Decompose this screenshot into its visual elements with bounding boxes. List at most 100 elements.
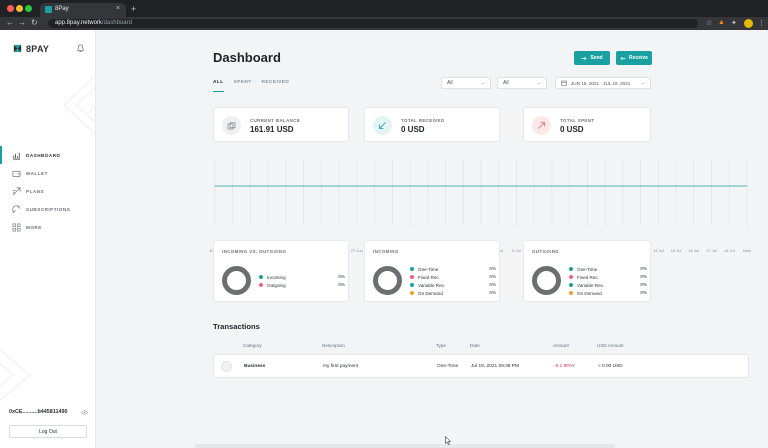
- browser-tab[interactable]: 8Pay ×: [40, 3, 126, 17]
- column-header[interactable]: USD Amount: [597, 343, 624, 348]
- minimize-window-button[interactable]: [16, 5, 23, 12]
- chart-point[interactable]: [587, 185, 588, 187]
- spent-icon: [538, 122, 545, 129]
- chart-point[interactable]: [569, 185, 571, 187]
- chart-point[interactable]: [356, 185, 358, 187]
- extensions-icon[interactable]: ✦: [731, 20, 737, 27]
- decorative-lines-bottom: [0, 349, 31, 400]
- chart-point[interactable]: [604, 185, 606, 187]
- chevron-down-icon: ⌄: [640, 80, 645, 86]
- column-header[interactable]: Description: [322, 343, 345, 348]
- chart-point[interactable]: [303, 185, 305, 187]
- stat-icon-bg: [222, 116, 241, 135]
- chart-point[interactable]: [657, 185, 659, 187]
- chart-point[interactable]: [693, 185, 695, 187]
- eye-icon[interactable]: [81, 409, 88, 416]
- browser-menu-icon[interactable]: ⋮: [758, 20, 765, 27]
- chart-point[interactable]: [551, 185, 553, 187]
- chart-point[interactable]: [480, 185, 482, 187]
- legend-pct: 0%: [489, 274, 496, 279]
- logo[interactable]: 8PAY: [12, 43, 49, 54]
- chart-point[interactable]: [409, 185, 411, 187]
- chart-point[interactable]: [391, 185, 393, 187]
- new-tab-button[interactable]: +: [131, 4, 137, 14]
- chart-point[interactable]: [338, 185, 340, 187]
- forward-icon[interactable]: →: [18, 18, 26, 27]
- chart-point[interactable]: [214, 185, 216, 187]
- url-path: /dashboard: [101, 20, 132, 26]
- chart-point[interactable]: [516, 185, 517, 187]
- tab-close-icon[interactable]: ×: [115, 5, 120, 12]
- legend-dot: [259, 283, 263, 287]
- chart-point[interactable]: [728, 185, 730, 187]
- date-range-value: JUN 19, 2021 - JUL 19, 2021: [571, 80, 631, 86]
- maximize-window-button[interactable]: [25, 5, 32, 12]
- legend-label: On Demand: [577, 290, 602, 296]
- chart-x-tick-label: 27 Jun: [350, 248, 363, 253]
- stat-label: TOTAL SPENT: [560, 118, 595, 123]
- chart-point[interactable]: [445, 185, 446, 187]
- sidebar-item-dashboard[interactable]: DASHBOARD: [0, 146, 96, 164]
- chart-point[interactable]: [746, 185, 748, 187]
- type-select[interactable]: All ⌄: [441, 77, 491, 89]
- date-range-select[interactable]: JUN 19, 2021 - JUL 19, 2021 ⌄: [555, 77, 651, 89]
- legend-pct: 0%: [338, 274, 345, 279]
- chart-icon: [12, 152, 21, 159]
- address-bar[interactable]: app.8pay.network/dashboard: [48, 19, 698, 28]
- legend-label: One-Time: [418, 266, 439, 272]
- column-header[interactable]: Category: [243, 343, 262, 348]
- legend-item: On Demand 0%: [410, 289, 496, 297]
- sidebar-item-wallet[interactable]: WALLET: [0, 164, 96, 182]
- chart-point[interactable]: [711, 185, 712, 187]
- chart-point[interactable]: [640, 185, 641, 187]
- legend: One-Time 0% Fixed Rec. 0% Variable Rec. 0% …: [569, 265, 647, 297]
- sidebar-item-label: DASHBOARD: [26, 152, 61, 158]
- chevron-down-icon: ⌄: [480, 80, 485, 86]
- chart-point[interactable]: [374, 185, 375, 187]
- receive-button[interactable]: Receive: [616, 51, 652, 65]
- back-icon[interactable]: ←: [6, 18, 14, 27]
- stat-icon-bg: [532, 116, 551, 135]
- column-header[interactable]: Date: [470, 343, 480, 348]
- tab-received[interactable]: RECEIVED: [261, 80, 290, 85]
- legend-dot: [259, 275, 263, 279]
- chart-point[interactable]: [622, 185, 624, 187]
- chart-point[interactable]: [675, 185, 677, 187]
- category-icon: [221, 361, 232, 372]
- chart-point[interactable]: [285, 185, 287, 187]
- logout-button[interactable]: Log Out: [9, 425, 87, 438]
- chart-point[interactable]: [427, 185, 429, 187]
- sidebar-item-subscriptions[interactable]: SUBSCRIPTIONS: [0, 200, 96, 218]
- metamask-icon[interactable]: ▲: [718, 19, 725, 26]
- breakdown-title: INCOMING VS. OUTGOING: [222, 249, 287, 254]
- tab-spent[interactable]: SPENT: [233, 80, 252, 85]
- tx-usd-amount: ≈ 0.00 USD: [598, 364, 623, 369]
- reload-icon[interactable]: ↻: [31, 18, 38, 27]
- stat-card-spent: TOTAL SPENT 0 USD: [523, 107, 651, 142]
- bell-icon[interactable]: [76, 44, 85, 53]
- legend-label: One-Time: [577, 266, 598, 272]
- logo-icon: [13, 44, 22, 53]
- close-window-button[interactable]: [7, 5, 14, 12]
- sidebar-item-more[interactable]: MORE: [0, 218, 96, 236]
- chart-point[interactable]: [533, 185, 535, 187]
- chart-point[interactable]: [250, 185, 251, 187]
- profile-avatar[interactable]: [744, 19, 753, 28]
- chart-point[interactable]: [267, 185, 269, 187]
- table-row[interactable]: Business my first payment One-Time Jul 1…: [213, 354, 749, 378]
- breakdown-title: INCOMING: [373, 249, 399, 254]
- chart-point[interactable]: [232, 185, 234, 187]
- chart-point[interactable]: [498, 185, 500, 187]
- tab-all[interactable]: ALL: [213, 80, 224, 92]
- column-header[interactable]: Type: [436, 343, 446, 348]
- chart-point[interactable]: [462, 185, 464, 187]
- legend-label: Outgoing: [267, 282, 286, 288]
- token-select[interactable]: All ⌄: [497, 77, 547, 89]
- sidebar-item-label: MORE: [26, 224, 42, 230]
- bookmark-star-icon[interactable]: ☆: [706, 20, 713, 27]
- chart-point[interactable]: [321, 185, 322, 187]
- sidebar-item-plans[interactable]: PLANS: [0, 182, 96, 200]
- send-button[interactable]: Send: [574, 51, 610, 65]
- page-title: Dashboard: [213, 50, 281, 65]
- column-header[interactable]: Amount: [553, 343, 569, 348]
